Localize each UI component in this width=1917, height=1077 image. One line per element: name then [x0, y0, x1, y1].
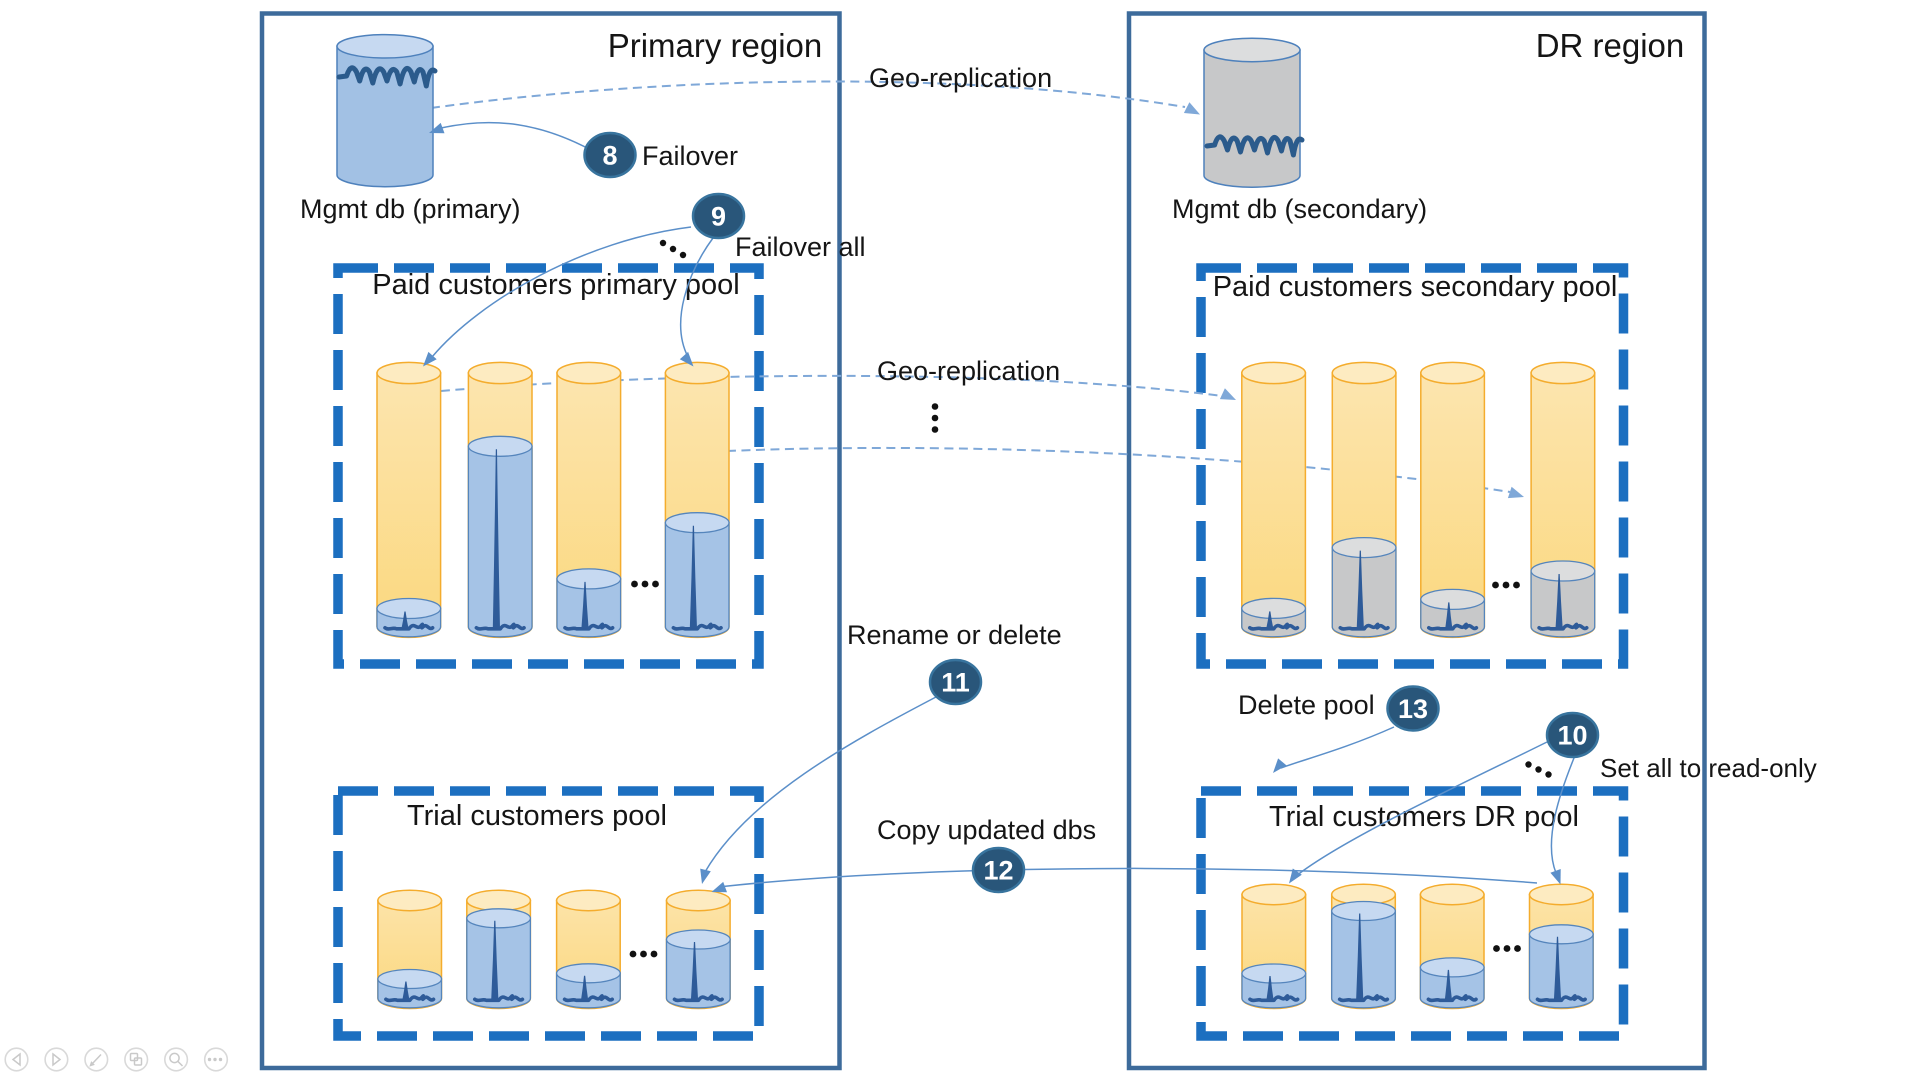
svg-text:Failover all: Failover all [735, 232, 866, 262]
svg-text:Geo-replication: Geo-replication [869, 63, 1052, 93]
svg-text:Delete pool: Delete pool [1238, 690, 1375, 720]
svg-text:Set all to read-only: Set all to read-only [1600, 753, 1817, 783]
svg-text:10: 10 [1557, 721, 1587, 751]
svg-text:Mgmt db (primary): Mgmt db (primary) [300, 194, 521, 224]
svg-text:Copy updated dbs: Copy updated dbs [877, 815, 1096, 845]
svg-text:Paid customers primary pool: Paid customers primary pool [372, 269, 739, 301]
svg-text:11: 11 [941, 668, 970, 698]
svg-text:Paid customers secondary pool: Paid customers secondary pool [1213, 271, 1618, 303]
svg-text:Trial customers pool: Trial customers pool [407, 800, 667, 832]
svg-text:8: 8 [602, 141, 617, 171]
svg-text:DR region: DR region [1536, 27, 1685, 64]
svg-text:Failover: Failover [642, 141, 738, 171]
svg-text:12: 12 [983, 856, 1013, 886]
svg-text:Trial customers DR pool: Trial customers DR pool [1269, 801, 1579, 833]
svg-text:Geo-replication: Geo-replication [877, 356, 1060, 386]
svg-text:Primary region: Primary region [608, 27, 823, 64]
svg-text:9: 9 [711, 202, 726, 232]
svg-text:13: 13 [1398, 694, 1428, 724]
svg-text:Mgmt db (secondary): Mgmt db (secondary) [1172, 194, 1427, 224]
svg-text:Rename or delete: Rename or delete [847, 620, 1062, 650]
